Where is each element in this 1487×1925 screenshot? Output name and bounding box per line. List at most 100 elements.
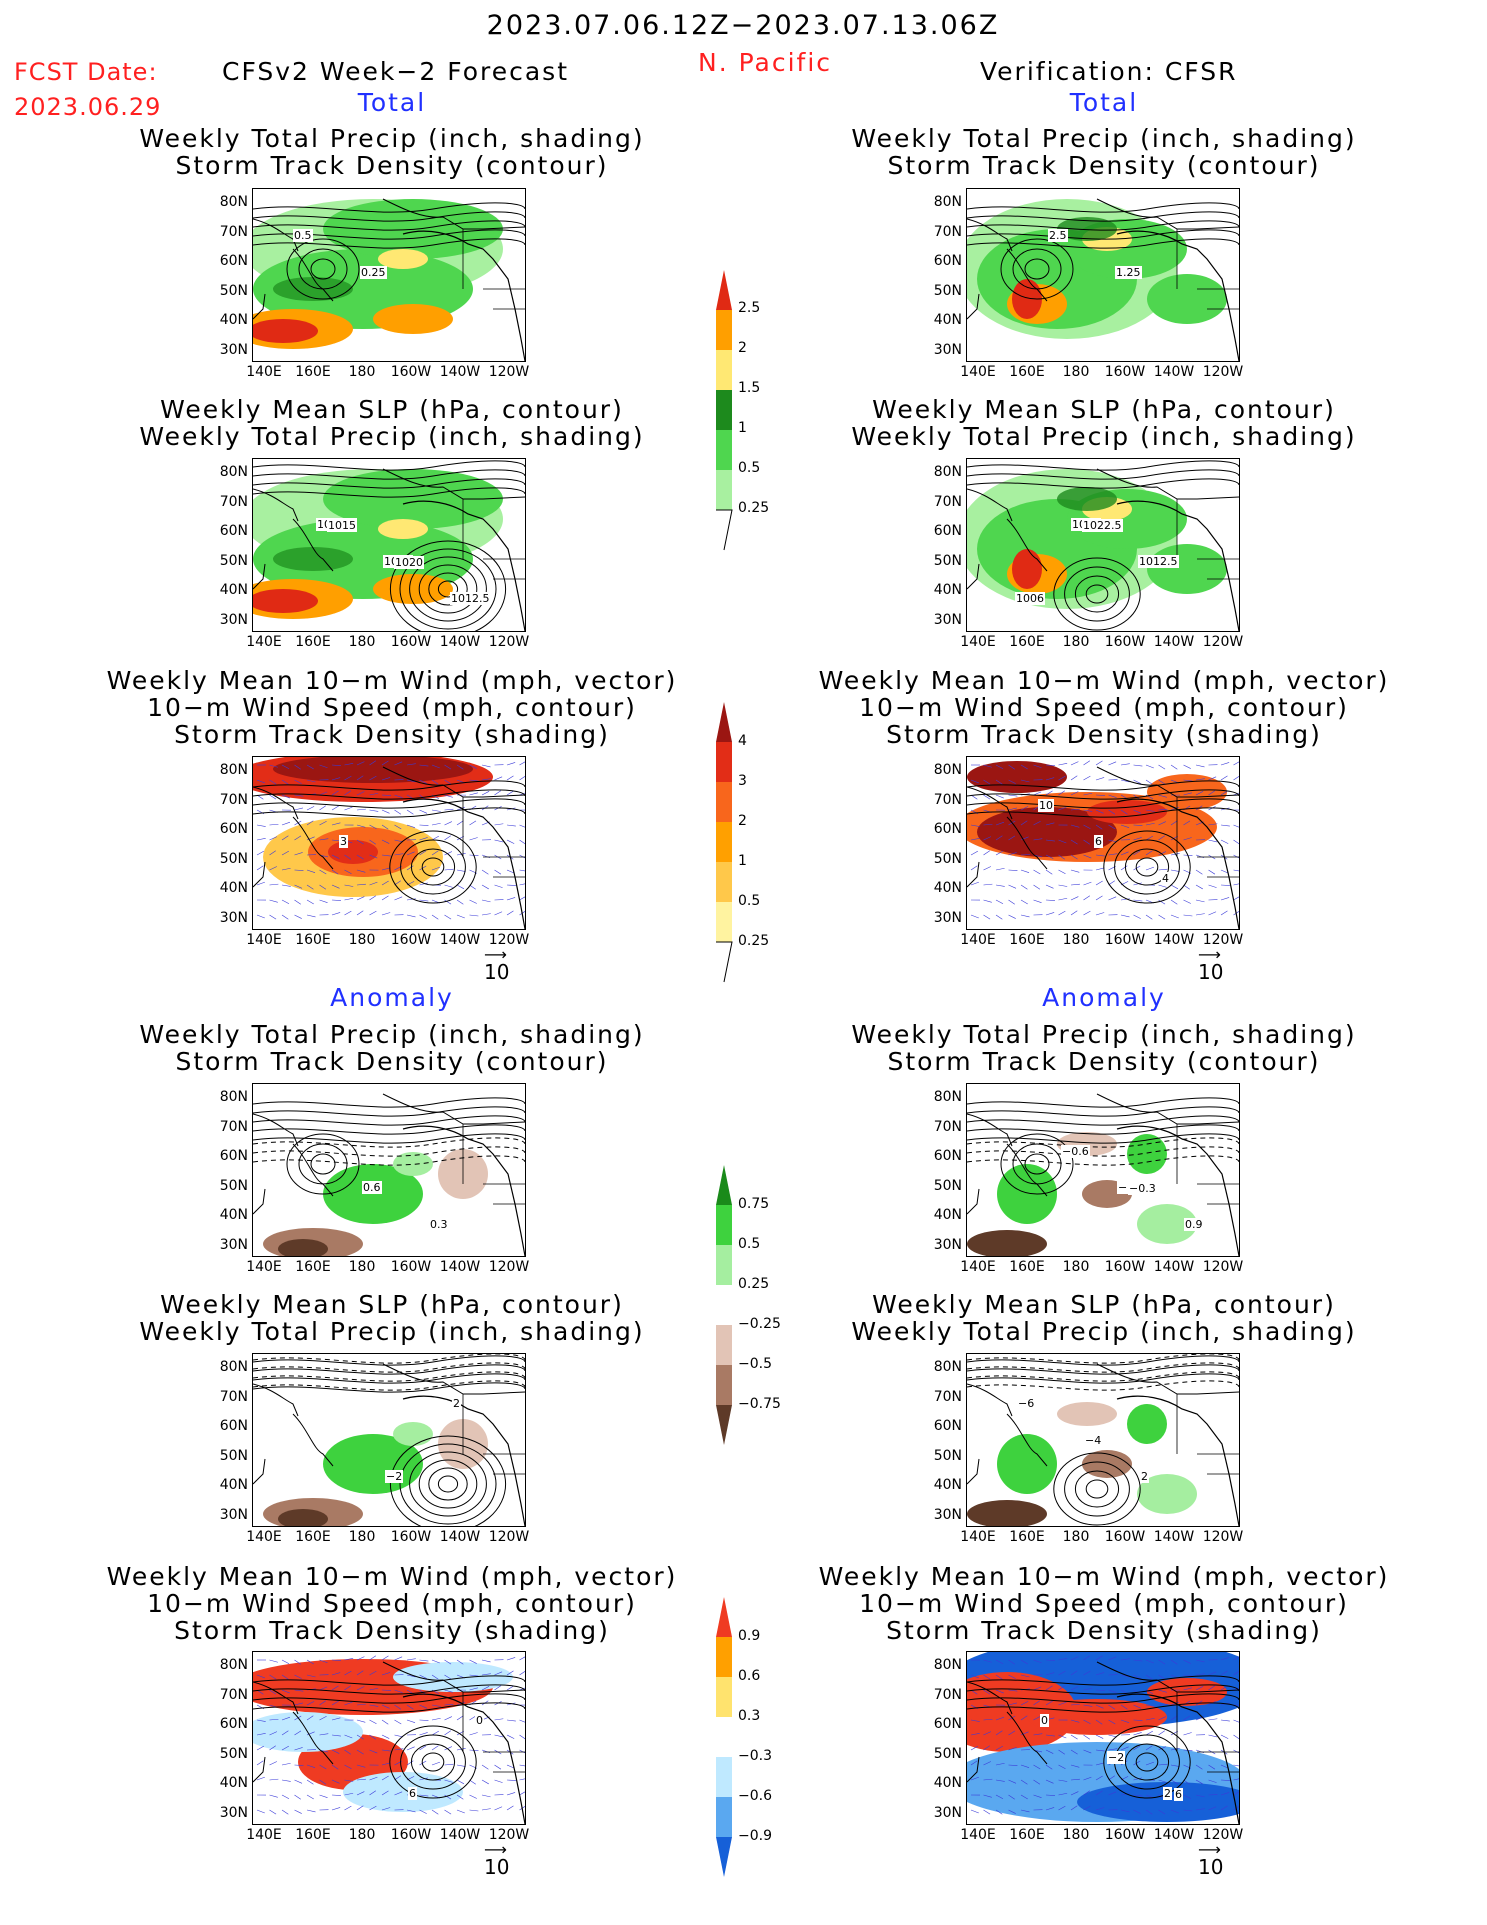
colorbar-tick-label: −0.75	[738, 1396, 781, 1412]
colorbar-tick-label: 0.5	[738, 1236, 761, 1252]
lon-tick-label: 160W	[390, 1529, 432, 1545]
forecast-anom-precip-storm-title-line-1: Weekly Total Precip (inch, shading)	[139, 1020, 645, 1049]
lat-tick-label: 40N	[933, 582, 962, 598]
lat-tick-label: 30N	[219, 1804, 248, 1821]
colorbar-tick-label: 0.25	[738, 933, 770, 949]
lat-tick-label: 50N	[933, 1745, 962, 1762]
vector-reference-value: 10	[1198, 1855, 1224, 1879]
lon-tick-label: 160E	[295, 1827, 331, 1843]
lat-tick-label: 70N	[933, 1686, 962, 1703]
forecast-total-wind-storm-title-line-1: Weekly Mean 10−m Wind (mph, vector)	[106, 666, 678, 695]
forecast-title: CFSv2 Week−2 Forecast	[222, 57, 569, 86]
contour-label: 1015	[327, 519, 357, 532]
contour-label: 6	[1094, 835, 1103, 848]
lon-tick-label: 160E	[295, 1259, 331, 1275]
verification-total-wind-storm-map: 6 4 10	[966, 756, 1240, 930]
lat-tick-label: 60N	[219, 1148, 248, 1164]
contour-label: 1006	[1015, 592, 1045, 605]
colorbar-tick-label: −0.3	[738, 1748, 772, 1764]
lon-tick-label: 120W	[1202, 364, 1244, 380]
lon-tick-label: 120W	[1202, 1827, 1244, 1843]
lat-tick-label: 60N	[219, 253, 248, 269]
lat-tick-label: 30N	[219, 611, 248, 628]
lat-tick-label: 30N	[933, 909, 962, 926]
lon-tick-label: 140E	[246, 932, 282, 948]
contour-label: −4	[1084, 1434, 1103, 1447]
contour-label: 6	[408, 1787, 417, 1800]
lon-tick-label: 180	[348, 634, 376, 650]
verification-anom-slp-precip-title-line-2: Weekly Total Precip (inch, shading)	[851, 1317, 1357, 1346]
lon-tick-label: 140W	[1153, 364, 1195, 380]
fcst-date-label: FCST Date:	[14, 58, 158, 86]
verification-total-precip-storm-map: 2.5 1.25	[966, 188, 1240, 362]
contour-label: 1012.5	[1138, 555, 1179, 568]
lat-tick-label: 70N	[933, 1118, 962, 1135]
section-total-left: Total	[357, 88, 427, 117]
verification-anom-slp-precip-map: 2 −6 −4	[966, 1353, 1240, 1527]
lat-tick-label: 50N	[219, 1447, 248, 1464]
lon-tick-label: 120W	[1202, 932, 1244, 948]
lon-tick-label: 160E	[1009, 932, 1045, 948]
lat-tick-label: 80N	[933, 194, 962, 210]
lon-tick-label: 160W	[390, 1259, 432, 1275]
verification-anom-wind-storm-map: 2 0 −2 6	[966, 1651, 1240, 1825]
date-range-title: 2023.07.06.12Z−2023.07.13.06Z	[486, 10, 1000, 41]
lon-tick-label: 160E	[295, 932, 331, 948]
contour-label: 1.25	[1115, 266, 1142, 279]
contour-label: 2	[1163, 1787, 1172, 1800]
lat-tick-label: 70N	[219, 791, 248, 808]
contour-label: −0.3	[1128, 1182, 1157, 1195]
lon-tick-label: 120W	[488, 634, 530, 650]
lon-tick-label: 140W	[439, 364, 481, 380]
verification-anom-precip-storm-title-line-2: Storm Track Density (contour)	[887, 1047, 1321, 1076]
contour-label: 0.25	[360, 266, 387, 279]
lon-tick-label: 180	[348, 364, 376, 380]
lon-tick-label: 160E	[1009, 634, 1045, 650]
lon-tick-label: 140W	[439, 634, 481, 650]
lat-tick-label: 70N	[933, 1388, 962, 1405]
verification-total-wind-storm-title-line-2: 10−m Wind Speed (mph, contour)	[859, 693, 1349, 722]
vector-reference-arrow: ⟶ 10	[1198, 945, 1224, 985]
lat-tick-label: 70N	[219, 493, 248, 510]
lon-tick-label: 140E	[960, 1827, 996, 1843]
lat-tick-label: 70N	[933, 493, 962, 510]
lon-tick-label: 160E	[1009, 1529, 1045, 1545]
colorbar-tick-label: 2.5	[738, 300, 761, 316]
lat-tick-label: 40N	[219, 880, 248, 896]
lon-tick-label: 140W	[1153, 1827, 1195, 1843]
colorbar-tick-label: 2	[738, 340, 747, 356]
lat-tick-label: 70N	[933, 791, 962, 808]
forecast-anom-precip-storm-map: 0.6 0.3	[252, 1083, 526, 1257]
lon-tick-label: 140E	[960, 1529, 996, 1545]
lat-tick-label: 70N	[219, 1388, 248, 1405]
lat-tick-label: 50N	[219, 850, 248, 867]
fcst-date-value: 2023.06.29	[14, 93, 162, 121]
lon-tick-label: 140E	[960, 634, 996, 650]
contour-label: 0	[1040, 1714, 1049, 1727]
lon-tick-label: 180	[348, 1827, 376, 1843]
forecast-total-slp-precip-title-line-2: Weekly Total Precip (inch, shading)	[139, 422, 645, 451]
contour-label: 0.9	[1184, 1218, 1204, 1231]
lat-tick-label: 50N	[933, 1177, 962, 1194]
contour-label: −2	[1107, 1751, 1126, 1764]
lat-tick-label: 30N	[933, 1804, 962, 1821]
lon-tick-label: 180	[1062, 1259, 1090, 1275]
lon-tick-label: 160E	[1009, 364, 1045, 380]
lon-tick-label: 140E	[246, 364, 282, 380]
lon-tick-label: 140E	[960, 1259, 996, 1275]
lon-tick-label: 180	[348, 1529, 376, 1545]
lat-tick-label: 80N	[933, 464, 962, 480]
colorbar-tick-label: 4	[738, 733, 747, 749]
lon-tick-label: 120W	[1202, 1529, 1244, 1545]
lon-tick-label: 140E	[960, 364, 996, 380]
lat-tick-label: 70N	[933, 223, 962, 240]
colorbar-tick-label: 0.75	[738, 1196, 770, 1212]
lon-tick-label: 180	[1062, 1827, 1090, 1843]
lon-tick-label: 180	[348, 1259, 376, 1275]
lon-tick-label: 140W	[1153, 1529, 1195, 1545]
lat-tick-label: 60N	[219, 1716, 248, 1732]
vector-reference-value: 10	[484, 960, 510, 984]
lon-tick-label: 160E	[1009, 1827, 1045, 1843]
colorbar-tick-label: 3	[738, 773, 747, 789]
